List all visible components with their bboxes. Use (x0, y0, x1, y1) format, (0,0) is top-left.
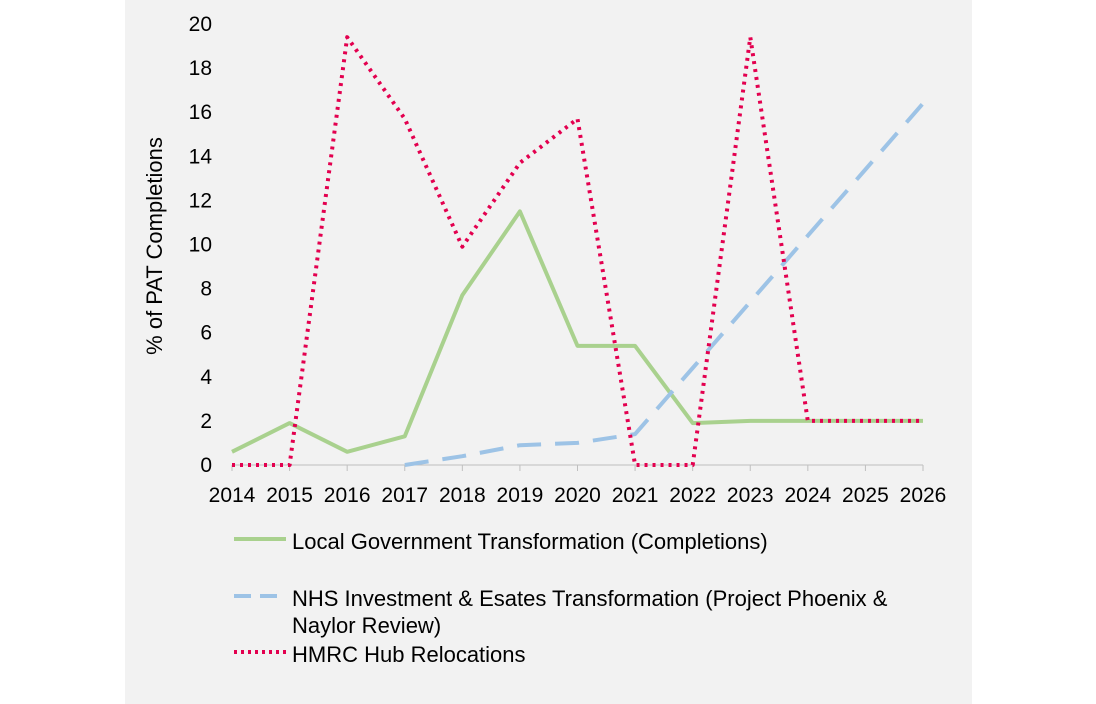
y-axis-label: % of PAT Completions (142, 137, 167, 355)
y-tick-label: 16 (189, 101, 212, 124)
chart-panel (125, 0, 972, 704)
y-tick-label: 14 (189, 145, 213, 168)
legend-swatch-dashed (234, 594, 286, 598)
legend-label: Local Government Transformation (Complet… (292, 529, 768, 554)
x-tick-label: 2021 (612, 484, 659, 507)
legend-item-local-government: Local Government Transformation (Complet… (232, 528, 932, 555)
y-tick-label: 6 (200, 322, 212, 345)
y-tick-label: 18 (189, 57, 212, 80)
legend-item-hmrc: HMRC Hub Relocations (232, 641, 932, 668)
x-tick-label: 2017 (381, 484, 428, 507)
y-tick-labels: 0 2 4 6 8 10 12 14 16 18 20 (189, 13, 213, 477)
y-tick-label: 20 (189, 13, 212, 36)
y-tick-label: 10 (189, 234, 212, 257)
x-tick-marks (231, 465, 924, 471)
x-tick-label: 2023 (727, 484, 774, 507)
series-lines (231, 35, 925, 467)
x-tick-label: 2025 (842, 484, 889, 507)
legend-label: NHS Investment & Esates Transformation (… (292, 586, 888, 638)
legend-swatch-solid (234, 537, 286, 541)
series-line-hmrc (232, 35, 923, 467)
series-line-nhs (404, 102, 925, 467)
legend-item-nhs: NHS Investment & Esates Transformation (… (232, 585, 932, 639)
x-tick-label: 2016 (324, 484, 371, 507)
y-tick-label: 4 (200, 366, 212, 389)
x-tick-label: 2020 (554, 484, 601, 507)
x-tick-label: 2014 (209, 484, 256, 507)
x-tick-label: 2015 (266, 484, 313, 507)
y-tick-label: 12 (189, 189, 212, 212)
x-tick-labels: 2014 2015 2016 2017 2018 2019 2020 2021 2022 2023… (209, 484, 947, 507)
y-tick-label: 0 (200, 454, 212, 477)
x-tick-label: 2019 (497, 484, 544, 507)
series-line-local-government (231, 209, 923, 454)
legend-swatch-dotted (234, 650, 286, 654)
x-tick-label: 2026 (900, 484, 947, 507)
x-tick-label: 2024 (784, 484, 831, 507)
x-tick-label: 2022 (669, 484, 716, 507)
legend-label: HMRC Hub Relocations (292, 642, 526, 667)
y-tick-label: 2 (200, 410, 212, 433)
x-tick-label: 2018 (439, 484, 486, 507)
y-tick-label: 8 (200, 278, 212, 301)
